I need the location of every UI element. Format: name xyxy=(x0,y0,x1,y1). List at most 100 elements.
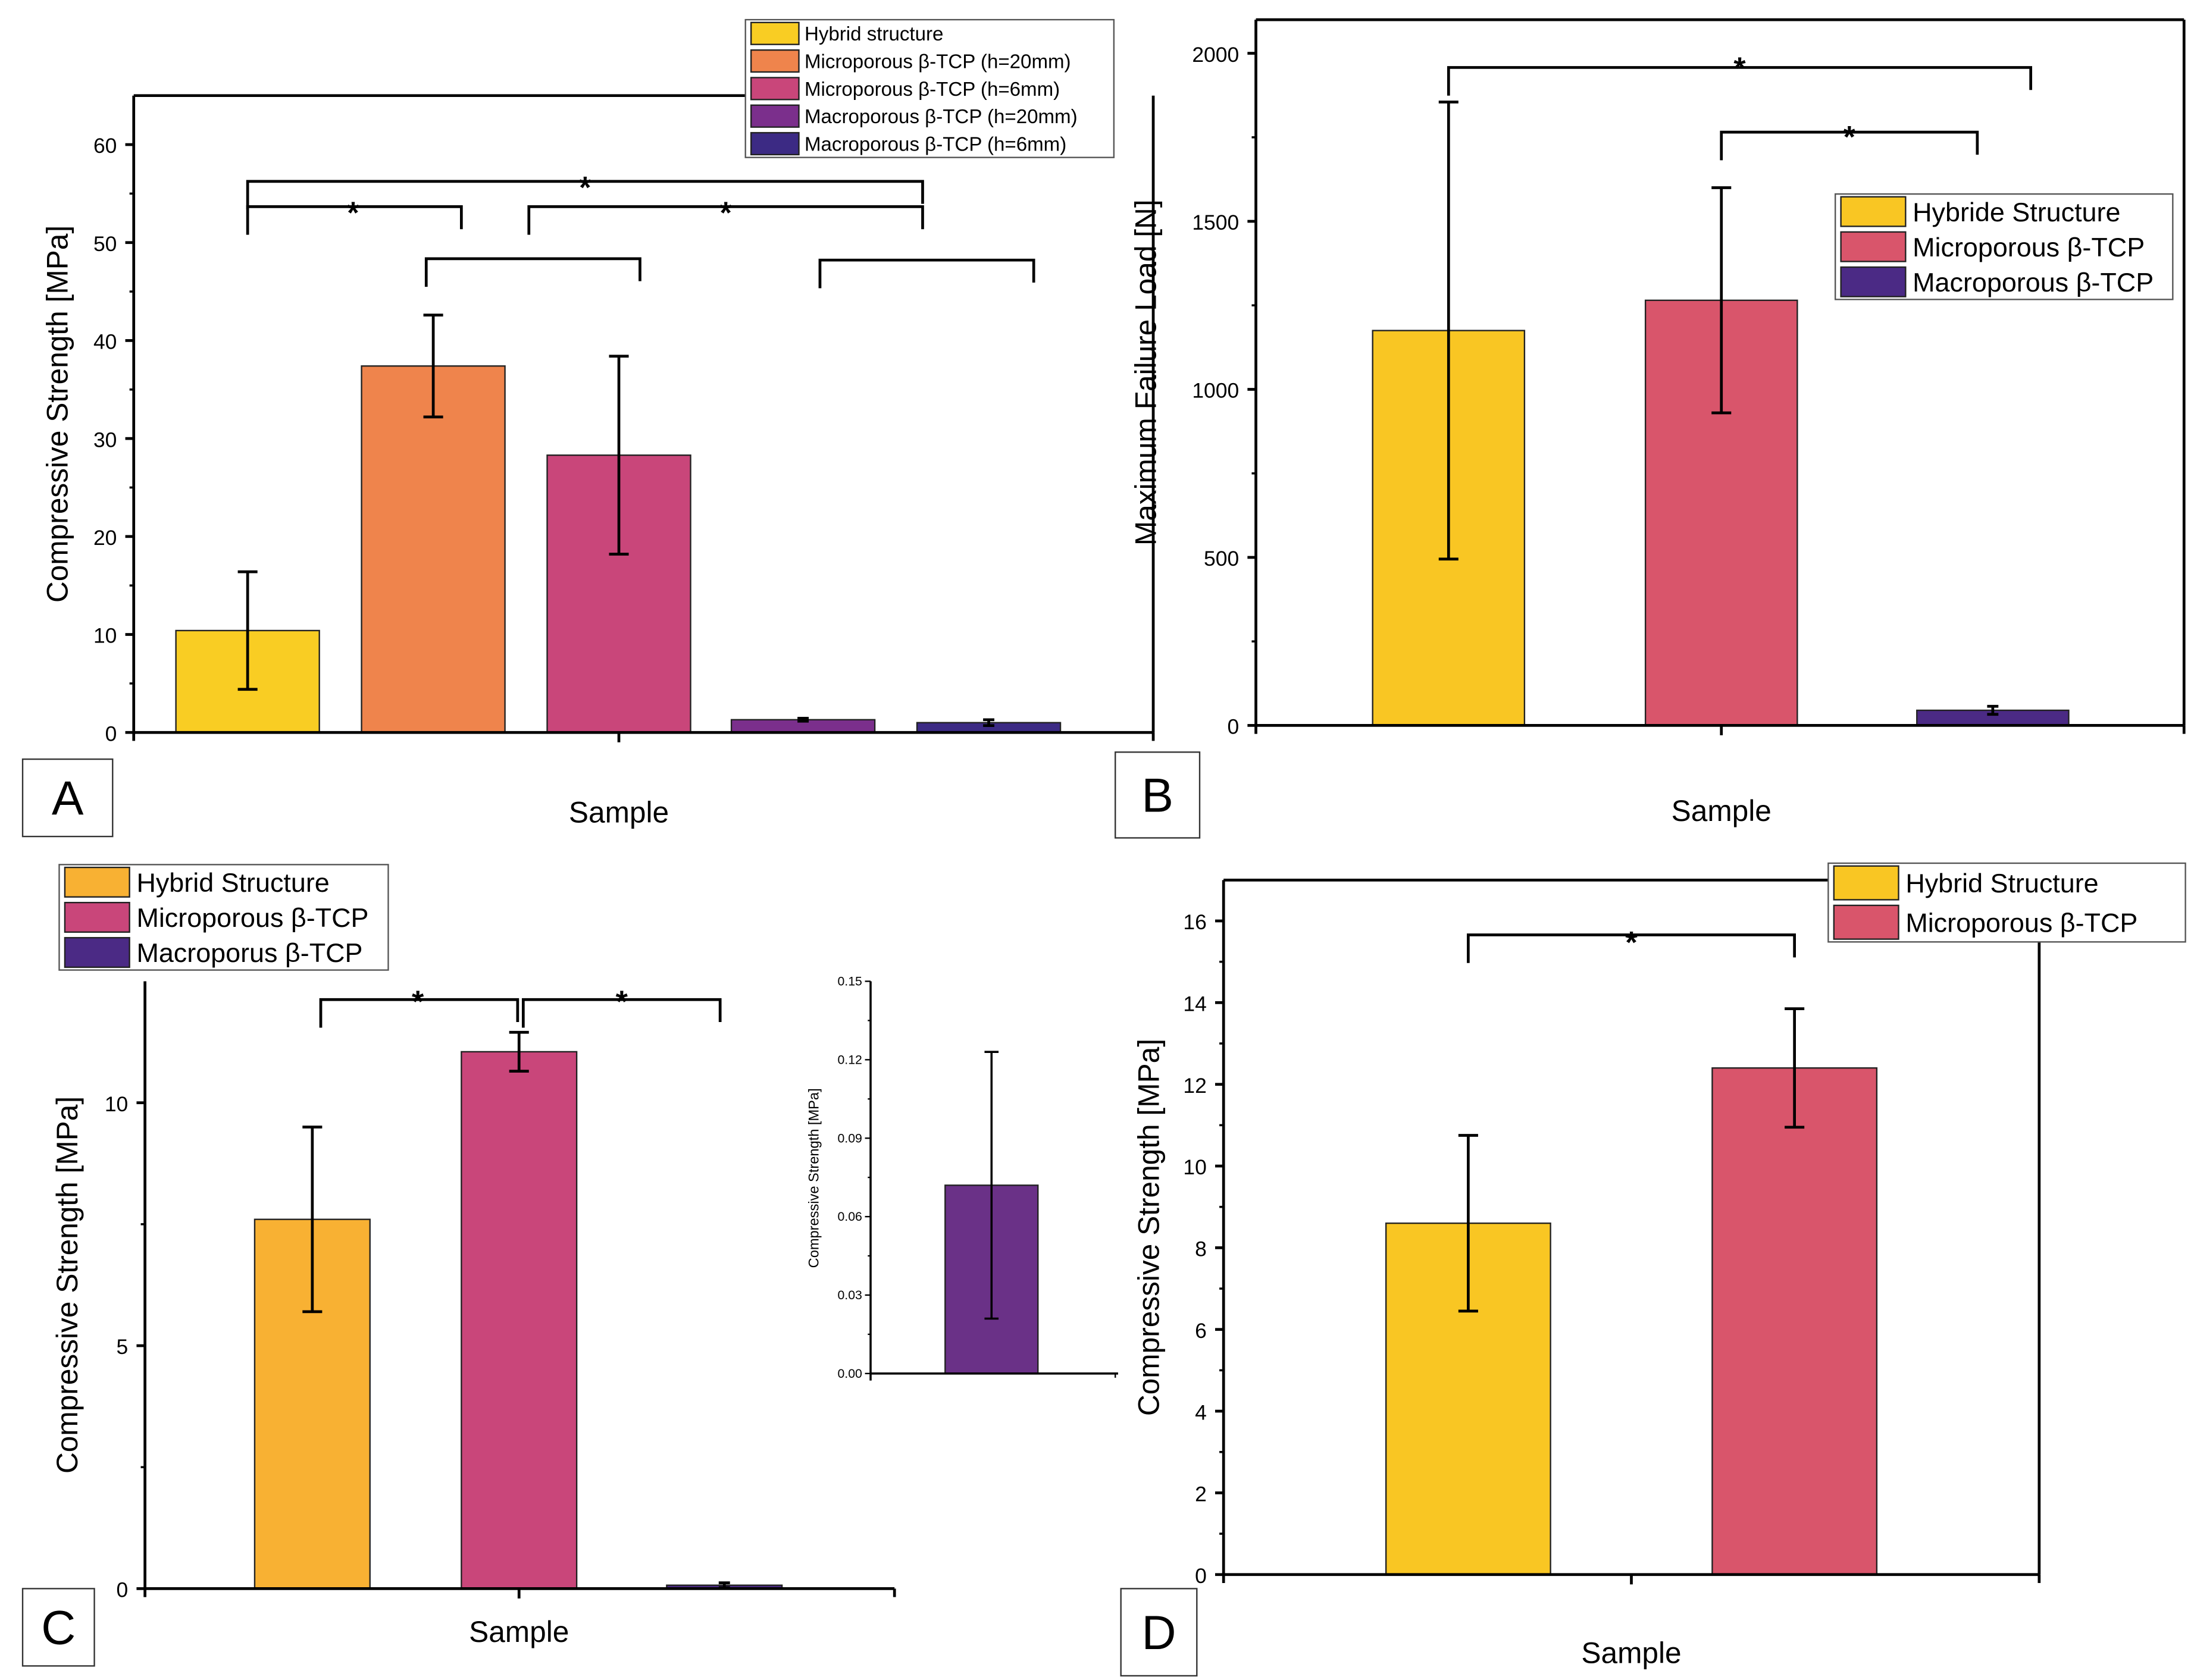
legend-swatch xyxy=(64,937,130,968)
legend-swatch xyxy=(750,104,800,128)
y-tick-label: 50 xyxy=(93,232,117,256)
y-tick-label: 20 xyxy=(93,526,117,550)
legend-label: Microporous β-TCP xyxy=(1913,232,2145,262)
legend-swatch xyxy=(1840,196,1907,227)
legend-label: Microporous β-TCP (h=6mm) xyxy=(805,79,1060,101)
inset-y-tick-label: 0.09 xyxy=(837,1131,862,1145)
significance-bracket xyxy=(1447,66,2033,96)
inset-y-tick-label: 0.15 xyxy=(837,974,862,989)
x-axis-label: Sample xyxy=(1672,794,1772,828)
y-tick-label: 500 xyxy=(1204,547,1239,571)
legend-swatch xyxy=(1833,904,1899,940)
legend-box xyxy=(744,18,1115,158)
y-tick-label: 10 xyxy=(1183,1155,1206,1179)
y-axis-label: Compressive Strength [MPa] xyxy=(51,1096,84,1474)
panel-c: 0 5 10 Compressive Strength [MPa] Sample C * * H… xyxy=(21,864,1118,1667)
legend-label: Hybride Structure xyxy=(1913,197,2120,227)
y-axis-label: Compressive Strength [MPa] xyxy=(41,225,74,603)
legend-label: Microporous β-TCP xyxy=(136,902,368,933)
inset-y-tick-label: 0.00 xyxy=(837,1366,862,1381)
legend-label: Macroporous β-TCP (h=6mm) xyxy=(805,133,1066,155)
y-tick-label: 2000 xyxy=(1192,43,1239,67)
y-tick-label: 5 xyxy=(117,1335,129,1359)
significance-star: * xyxy=(579,171,591,205)
x-axis-label: Sample xyxy=(569,795,669,829)
x-axis-label: Sample xyxy=(469,1615,569,1648)
legend-swatch xyxy=(750,49,800,73)
y-tick-label: 8 xyxy=(1195,1237,1207,1261)
bar-1 xyxy=(1711,1067,1878,1575)
legend-label: Hybrid structure xyxy=(805,23,943,45)
y-tick-label: 6 xyxy=(1195,1319,1207,1343)
panel-letter: C xyxy=(41,1601,76,1655)
inset-chart: 0.00 0.03 0.06 0.09 0.12 0.15 Compressive Stre… xyxy=(807,974,1118,1381)
y-tick-label: 60 xyxy=(93,134,117,158)
significance-star: * xyxy=(347,196,359,231)
panel-letter: D xyxy=(1141,1606,1176,1660)
significance-bracket xyxy=(527,205,924,235)
y-tick-label: 0 xyxy=(1227,715,1239,739)
significance-star: * xyxy=(616,985,628,1019)
significance-bracket xyxy=(818,258,1035,289)
panel-b: 0 500 1000 1500 2000 Maximum Failure Load [N]… xyxy=(1115,18,2186,839)
panel-letter-box xyxy=(1120,1588,1198,1677)
y-tick-label: 40 xyxy=(93,330,117,354)
panel-letter: A xyxy=(52,772,84,825)
legend-swatch xyxy=(1840,231,1907,262)
legend-swatch xyxy=(750,131,800,156)
y-tick-label: 10 xyxy=(105,1092,128,1116)
y-axis-label: Compressive Strength [MPa] xyxy=(1132,1039,1165,1416)
bar-1 xyxy=(361,365,506,734)
legend-label: Macroporous β-TCP xyxy=(1913,267,2154,297)
significance-bracket xyxy=(319,998,519,1028)
significance-star: * xyxy=(1733,51,1746,86)
legend-swatch xyxy=(1840,266,1907,297)
legend-label: Microporous β-TCP (h=20mm) xyxy=(805,51,1071,73)
legend-label: Hybrid Structure xyxy=(136,867,329,898)
bar-1 xyxy=(461,1051,578,1590)
x-axis-label: Sample xyxy=(1581,1637,1681,1670)
legend-label: Macroporous β-TCP (h=20mm) xyxy=(805,106,1078,128)
y-tick-label: 10 xyxy=(93,624,117,648)
inset-y-tick-label: 0.03 xyxy=(837,1288,862,1302)
y-tick-label: 14 xyxy=(1183,992,1206,1016)
significance-bracket xyxy=(521,998,722,1028)
significance-bracket xyxy=(424,257,641,287)
y-axis-label: Maximum Failure Load [N] xyxy=(1129,199,1163,546)
y-tick-label: 30 xyxy=(93,428,117,452)
legend-label: Microporous β-TCP xyxy=(1905,907,2137,938)
y-tick-label: 0 xyxy=(1195,1564,1207,1588)
inset-y-axis-label: Compressive Strength [MPa] xyxy=(807,1088,822,1268)
legend-label: Macroporus β-TCP xyxy=(136,938,362,968)
panel-letter-box xyxy=(21,758,114,838)
y-tick-label: 1000 xyxy=(1192,379,1239,403)
panel-letter-box xyxy=(1115,751,1201,839)
y-tick-label: 1500 xyxy=(1192,211,1239,234)
y-tick-label: 2 xyxy=(1195,1482,1207,1506)
significance-star: * xyxy=(1844,120,1856,155)
inset-y-tick-label: 0.12 xyxy=(837,1052,862,1067)
significance-bracket xyxy=(246,180,924,210)
significance-star: * xyxy=(1625,926,1638,960)
panel-d: 0 2 4 6 8 10 12 14 16 Compressive Strength [MPa] S… xyxy=(1120,862,2186,1677)
inset-y-tick-label: 0.06 xyxy=(837,1209,862,1224)
legend-swatch xyxy=(750,77,800,101)
y-tick-label: 4 xyxy=(1195,1400,1207,1424)
legend-swatch xyxy=(1833,865,1899,901)
y-tick-label: 16 xyxy=(1183,910,1206,934)
legend-swatch xyxy=(750,21,800,45)
legend-swatch xyxy=(64,866,130,898)
y-tick-label: 0 xyxy=(105,722,117,745)
y-tick-label: 0 xyxy=(117,1578,129,1602)
legend-label: Hybrid Structure xyxy=(1905,868,2098,898)
panel-a: 0 10 20 30 40 50 60 Compressive Strength [MPa] S… xyxy=(21,18,1155,838)
panel-letter-box xyxy=(21,1588,95,1667)
legend-swatch xyxy=(64,901,130,933)
significance-bracket xyxy=(1467,933,1796,963)
significance-star: * xyxy=(720,196,733,231)
significance-star: * xyxy=(412,985,424,1019)
significance-bracket xyxy=(1720,130,1979,161)
panel-letter: B xyxy=(1141,769,1173,823)
y-tick-label: 12 xyxy=(1183,1074,1206,1098)
